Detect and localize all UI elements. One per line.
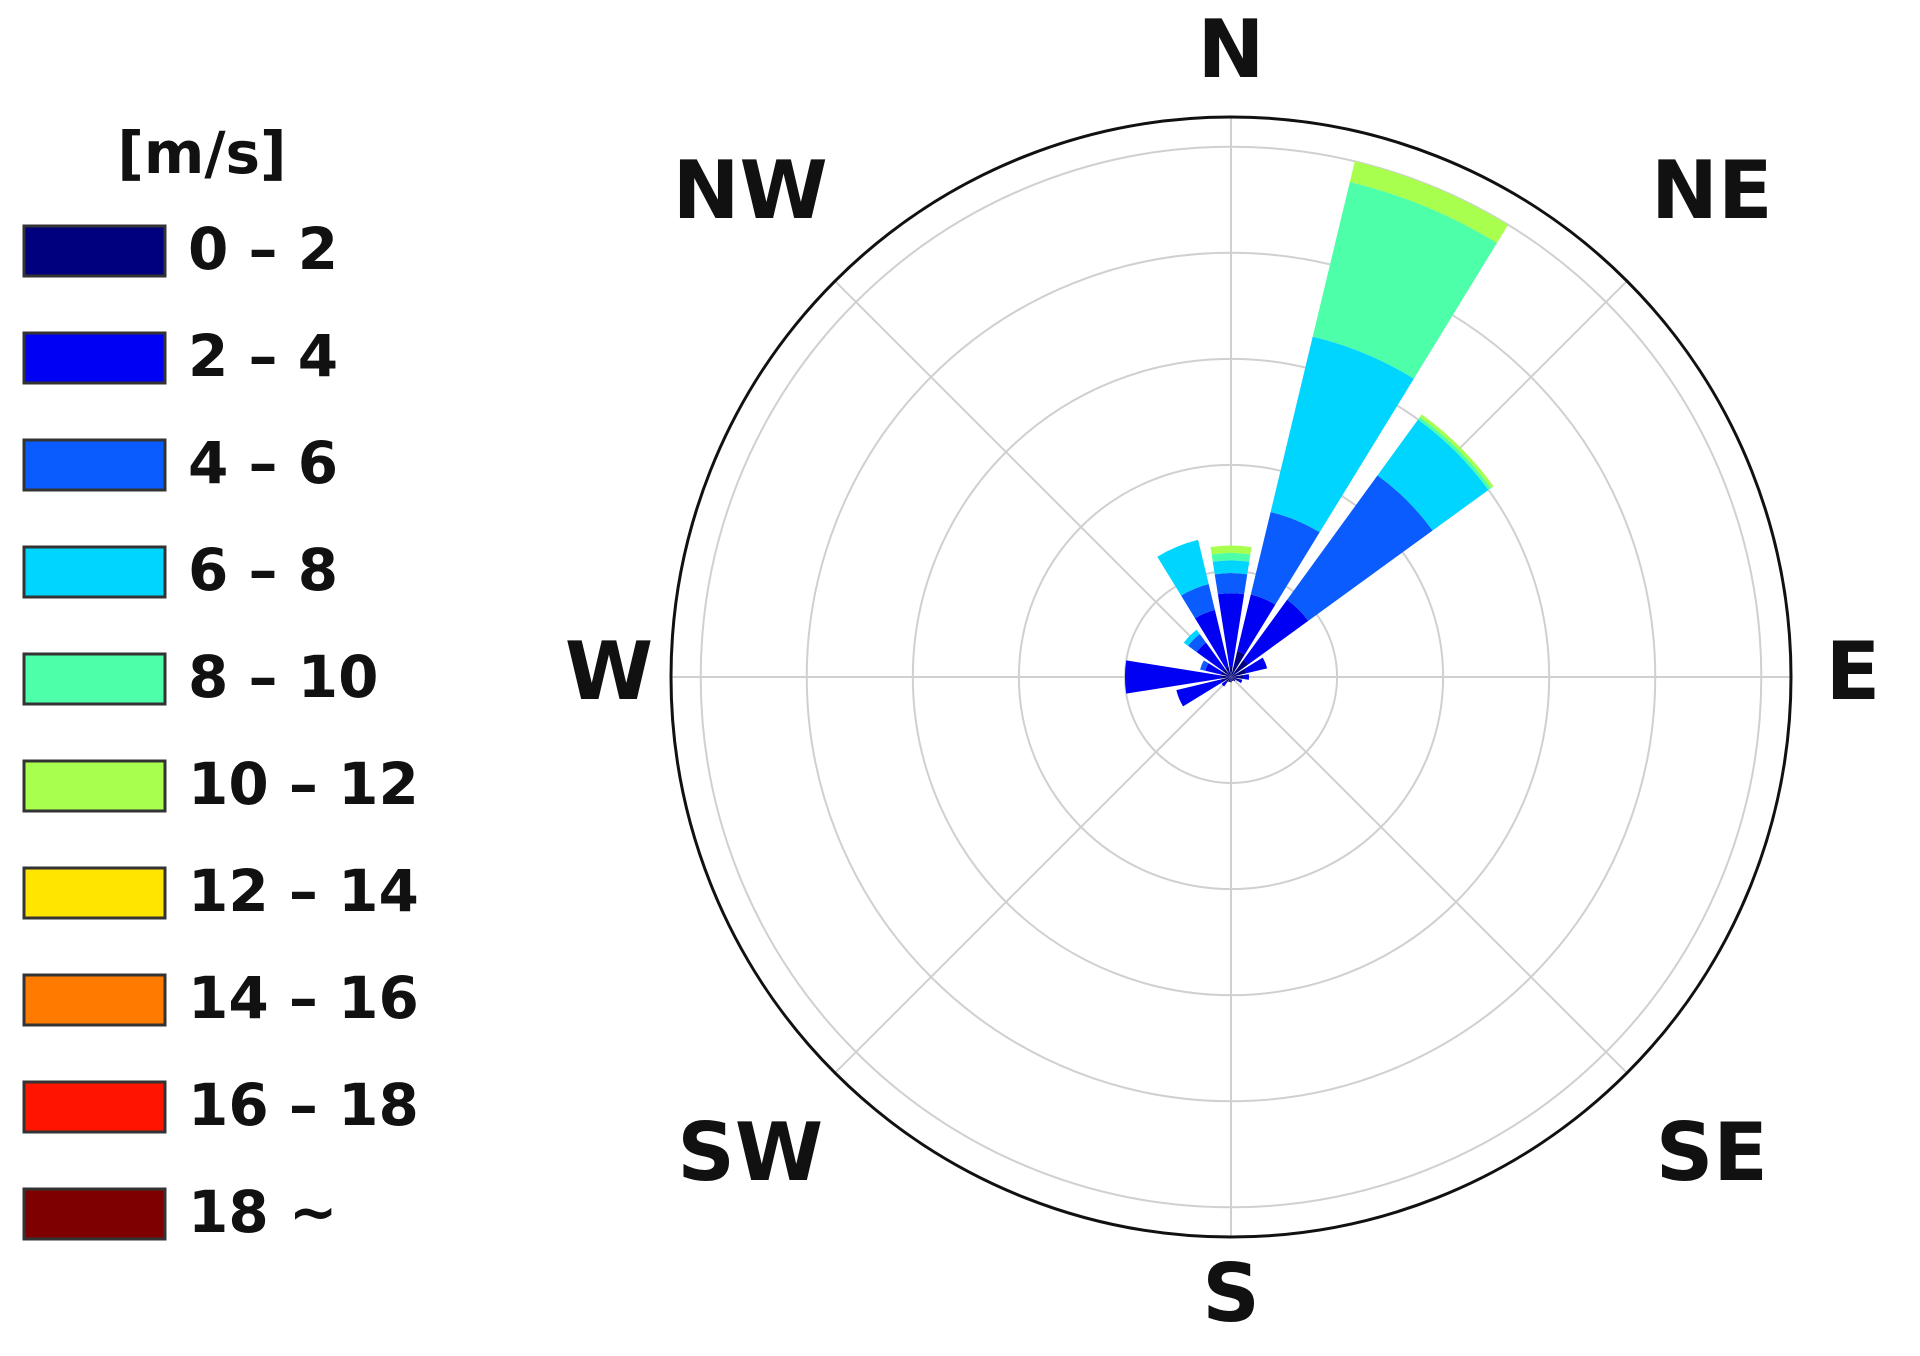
legend-swatch	[22, 652, 167, 706]
wind-segment	[1244, 657, 1268, 674]
wind-segment	[1214, 573, 1248, 595]
legend-swatch	[22, 973, 167, 1027]
wind-segment	[1220, 675, 1231, 679]
wind-segment	[1205, 663, 1222, 675]
direction-label: W	[565, 625, 653, 718]
wind-segment	[1200, 660, 1209, 671]
wind-segment	[1231, 675, 1244, 679]
wind-segment	[1377, 419, 1489, 531]
wind-segment	[1250, 511, 1320, 605]
wind-segment	[1229, 666, 1233, 677]
wind-segment	[1194, 609, 1229, 668]
direction-label: SE	[1656, 1106, 1768, 1199]
wind-segment	[1183, 629, 1200, 646]
wind-segment	[1418, 417, 1491, 490]
legend-title: [m/s]	[117, 119, 286, 187]
wind-segment	[1220, 677, 1231, 683]
grid-circle	[699, 145, 1763, 1209]
grid-circle	[805, 251, 1657, 1103]
legend-swatch	[22, 759, 167, 813]
wind-segment	[1225, 666, 1231, 677]
wind-segment	[1231, 677, 1236, 682]
wind-segment	[1231, 668, 1247, 677]
wind-segment	[1176, 679, 1222, 707]
wind-segment	[1222, 668, 1231, 677]
wind-segment	[1221, 680, 1228, 687]
wind-segment	[1211, 552, 1251, 562]
legend-label: 18 ~	[188, 1178, 338, 1246]
legend-swatch	[22, 224, 167, 278]
spoke	[834, 676, 1232, 1074]
wind-segment	[1181, 584, 1215, 619]
wind-segment	[1225, 677, 1231, 683]
outer-circle	[669, 115, 1793, 1239]
wind-segment	[1287, 475, 1433, 621]
legend-swatch	[22, 545, 167, 599]
wind-segment	[1419, 414, 1494, 489]
wind-segment	[1312, 181, 1497, 379]
spoke	[1230, 676, 1628, 1074]
direction-label: N	[1198, 3, 1265, 96]
direction-label: SW	[677, 1106, 823, 1199]
legend-swatch	[22, 1080, 167, 1134]
direction-label: S	[1202, 1247, 1260, 1340]
legend-label: 10 – 12	[188, 750, 419, 818]
wind-segment	[1243, 599, 1309, 665]
legend-label: 12 – 14	[188, 857, 419, 925]
legend-label: 8 – 10	[188, 643, 378, 711]
legend-label: 2 – 4	[188, 322, 338, 390]
legend-swatch	[22, 438, 167, 492]
direction-label: NE	[1651, 144, 1773, 237]
wind-segment	[1243, 674, 1250, 680]
legend-label: 0 – 2	[188, 215, 338, 283]
direction-label: E	[1826, 625, 1881, 718]
legend-swatch	[22, 866, 167, 920]
wind-segment	[1231, 677, 1234, 682]
legend-label: 4 – 6	[188, 429, 338, 497]
legend-label: 6 – 8	[188, 536, 338, 604]
wind-segment	[1270, 336, 1414, 533]
wind-segment	[1238, 678, 1243, 684]
wind-segment	[1231, 677, 1240, 682]
legend-swatch	[22, 331, 167, 385]
grid-circle	[911, 357, 1551, 997]
wind-segment	[1196, 642, 1225, 671]
wind-segment	[1228, 677, 1231, 683]
legend-label: 14 – 16	[188, 964, 419, 1032]
wind-segment	[1124, 660, 1221, 694]
spoke	[834, 280, 1232, 678]
wind-segment	[1230, 677, 1232, 683]
direction-label: NW	[673, 144, 828, 237]
legend-swatch	[22, 1187, 167, 1241]
wind-segment	[1212, 560, 1250, 575]
wind-segment	[1237, 594, 1276, 655]
wind-segment	[1217, 593, 1245, 667]
wind-segment	[1220, 671, 1231, 677]
wind-segment	[1231, 651, 1245, 677]
wind-segment	[1231, 659, 1249, 677]
grid-circle	[1017, 463, 1445, 891]
legend-label: 16 – 18	[188, 1071, 419, 1139]
wind-segment	[1188, 634, 1207, 653]
wind-segment	[1349, 161, 1509, 243]
wind-segment	[1157, 539, 1209, 596]
wind-segment	[1210, 545, 1252, 555]
